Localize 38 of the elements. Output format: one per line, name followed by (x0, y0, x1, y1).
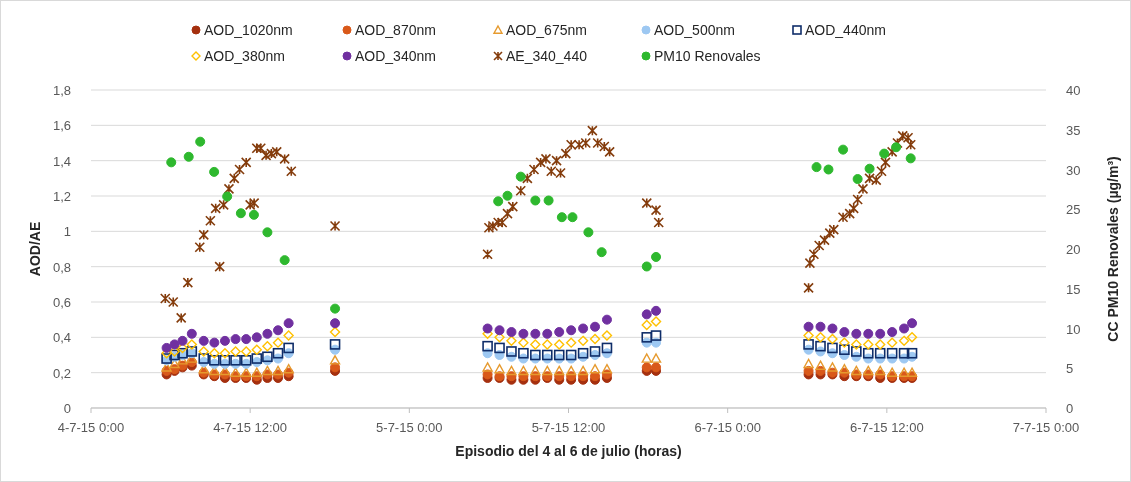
x-tick-label: 5-7-15 12:00 (531, 420, 606, 435)
x-tick-label: 6-7-15 12:00 (849, 420, 924, 435)
x-tick-label: 4-7-15 12:00 (213, 420, 288, 435)
legend-label: PM10 Renovales (654, 48, 761, 64)
y-tick-label: 0,8 (52, 259, 71, 275)
legend-label: AOD_380nm (204, 48, 285, 64)
legend-label: AOD_340nm (355, 48, 436, 64)
y-tick-label: 0,2 (52, 365, 71, 381)
y-tick-label: 1 (63, 224, 71, 240)
x-tick-label: 5-7-15 0:00 (376, 420, 443, 435)
y-tick-label: 1,4 (52, 153, 71, 169)
y2-tick-label: 15 (1066, 281, 1081, 297)
x-tick-label: 6-7-15 0:00 (694, 420, 761, 435)
y-tick-label: 1,6 (52, 118, 71, 134)
y2-tick-label: 0 (1066, 401, 1074, 416)
legend-label: AOD_675nm (506, 22, 587, 38)
y-tick-label: 1,8 (52, 83, 71, 98)
x-axis-title: Episodio del 4 al 6 de julio (horas) (455, 443, 682, 459)
legend-label: AOD_1020nm (204, 22, 293, 38)
y-tick-label: 1,2 (52, 189, 71, 204)
legend-label: AOD_870nm (355, 22, 436, 38)
y-tick-label: 0,6 (52, 295, 71, 310)
legend-label: AE_340_440 (506, 48, 588, 64)
legend-label: AOD_500nm (654, 22, 735, 38)
y-axis-title: AOD/AE (27, 221, 43, 277)
legend-label: AOD_440nm (805, 22, 886, 38)
y2-tick-label: 10 (1066, 321, 1081, 337)
y-tick-label: 0,4 (52, 330, 71, 346)
x-tick-label: 4-7-15 0:00 (57, 420, 125, 435)
y2-tick-label: 5 (1066, 361, 1074, 377)
y2-tick-label: 35 (1066, 122, 1081, 138)
y2-tick-label: 25 (1066, 202, 1081, 218)
x-tick-label: 7-7-15 0:00 (1012, 420, 1080, 435)
y2-tick-label: 20 (1066, 242, 1081, 257)
y2-tick-label: 30 (1066, 162, 1081, 178)
y2-tick-label: 40 (1066, 83, 1081, 98)
y2-axis-title: CC PM10 Renovales (µg/m³) (1105, 156, 1121, 342)
y-tick-label: 0 (63, 401, 71, 416)
